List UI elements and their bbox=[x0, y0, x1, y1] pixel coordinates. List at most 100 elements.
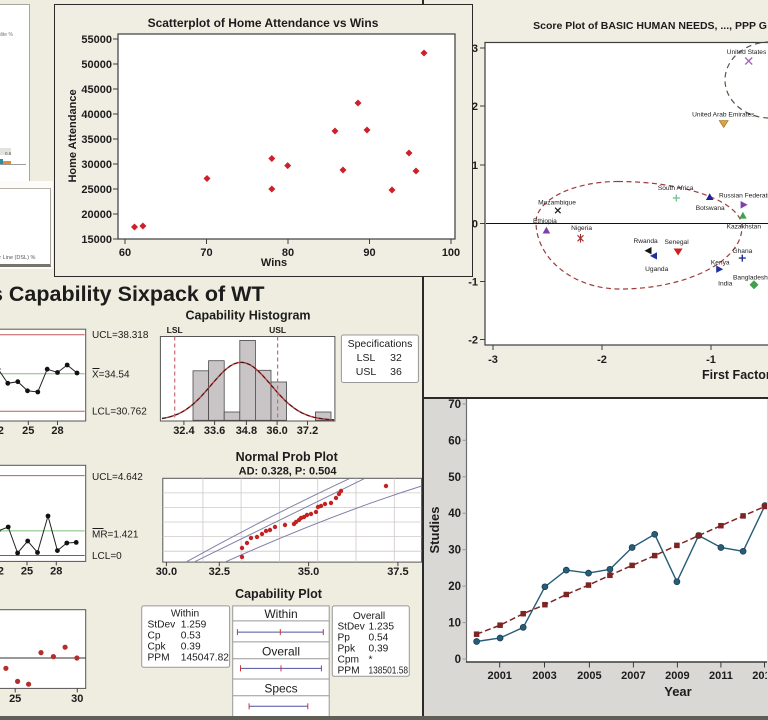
svg-text:Within: Within bbox=[264, 607, 297, 621]
svg-text:-3: -3 bbox=[488, 354, 498, 366]
svg-text:70: 70 bbox=[200, 247, 212, 259]
svg-text:MR=1.421: MR=1.421 bbox=[92, 530, 139, 541]
svg-text:India: India bbox=[718, 281, 733, 288]
svg-text:145047.82: 145047.82 bbox=[181, 653, 229, 664]
svg-text:Mozambique: Mozambique bbox=[538, 200, 576, 207]
svg-text:0.39: 0.39 bbox=[181, 642, 201, 653]
svg-text:80: 80 bbox=[282, 247, 294, 259]
svg-text:1.235: 1.235 bbox=[369, 622, 395, 633]
svg-text:Score Plot of BASIC HUMAN NEED: Score Plot of BASIC HUMAN NEEDS, ..., PP… bbox=[533, 20, 767, 32]
svg-text:22: 22 bbox=[0, 425, 4, 437]
svg-text:0.54: 0.54 bbox=[369, 633, 389, 644]
svg-text:Kazakhstan: Kazakhstan bbox=[727, 223, 762, 230]
svg-text:0: 0 bbox=[472, 219, 478, 231]
svg-text:Home Attendance: Home Attendance bbox=[67, 89, 79, 182]
svg-text:X=34.54: X=34.54 bbox=[92, 370, 130, 381]
svg-text:Specs: Specs bbox=[264, 682, 297, 696]
svg-text:Russian Federati: Russian Federati bbox=[719, 193, 768, 200]
svg-text:South Africa: South Africa bbox=[658, 185, 694, 192]
svg-text:60: 60 bbox=[119, 247, 131, 259]
svg-text:Capability Histogram: Capability Histogram bbox=[185, 309, 310, 323]
svg-text:LSL: LSL bbox=[167, 325, 183, 335]
svg-text:25: 25 bbox=[9, 693, 21, 705]
svg-text:15000: 15000 bbox=[81, 234, 112, 246]
svg-text:Within: Within bbox=[171, 609, 199, 620]
svg-text:40: 40 bbox=[448, 508, 461, 520]
svg-text:Cpm: Cpm bbox=[338, 655, 360, 666]
svg-text:Ppk: Ppk bbox=[338, 644, 356, 655]
svg-text:LSL: LSL bbox=[357, 352, 376, 364]
svg-text:Botswana: Botswana bbox=[696, 205, 725, 212]
svg-text:36.0: 36.0 bbox=[266, 425, 287, 437]
svg-text:Bangladesh: Bangladesh bbox=[733, 275, 768, 282]
svg-text:35000: 35000 bbox=[81, 134, 112, 146]
svg-text:25: 25 bbox=[22, 425, 34, 437]
svg-text:0.39: 0.39 bbox=[369, 644, 389, 655]
svg-text:32.4: 32.4 bbox=[173, 425, 195, 437]
svg-text:10: 10 bbox=[448, 618, 461, 630]
svg-text:138501.58: 138501.58 bbox=[369, 666, 409, 677]
svg-text:70: 70 bbox=[448, 399, 461, 411]
svg-text:2: 2 bbox=[472, 101, 478, 113]
svg-text:40000: 40000 bbox=[81, 109, 112, 121]
svg-text:90: 90 bbox=[363, 247, 375, 259]
svg-text:-2: -2 bbox=[468, 335, 478, 347]
svg-text:2001: 2001 bbox=[487, 670, 511, 682]
svg-text:Ghana: Ghana bbox=[732, 248, 752, 255]
svg-text:StDev: StDev bbox=[338, 622, 365, 633]
svg-text:45000: 45000 bbox=[81, 84, 112, 96]
svg-text:Capability Plot: Capability Plot bbox=[235, 587, 323, 601]
svg-text:28: 28 bbox=[50, 566, 62, 578]
svg-text:Cpk: Cpk bbox=[148, 642, 167, 653]
svg-text:PPM: PPM bbox=[148, 653, 170, 664]
svg-text:Specifications: Specifications bbox=[348, 338, 413, 350]
svg-text:StDev: StDev bbox=[148, 620, 177, 631]
svg-text:2007: 2007 bbox=[621, 670, 645, 682]
svg-text:0.53: 0.53 bbox=[181, 631, 201, 642]
svg-text:35.0: 35.0 bbox=[298, 566, 319, 578]
svg-text:22: 22 bbox=[0, 566, 4, 578]
svg-text:37.5: 37.5 bbox=[387, 566, 408, 578]
svg-text:Ethiopia: Ethiopia bbox=[533, 218, 557, 225]
svg-text:30: 30 bbox=[71, 693, 83, 705]
svg-text:28: 28 bbox=[51, 425, 63, 437]
svg-text:50000: 50000 bbox=[81, 59, 112, 71]
svg-text:34.8: 34.8 bbox=[236, 425, 257, 437]
svg-text:LCL=30.762: LCL=30.762 bbox=[92, 407, 147, 418]
svg-text:UCL=38.318: UCL=38.318 bbox=[92, 330, 149, 341]
svg-text:30: 30 bbox=[448, 545, 461, 557]
svg-text:AD: 0.328, P: 0.504: AD: 0.328, P: 0.504 bbox=[239, 466, 338, 478]
svg-text:3: 3 bbox=[472, 43, 478, 55]
svg-text:25000: 25000 bbox=[81, 184, 112, 196]
svg-text:32.5: 32.5 bbox=[209, 566, 230, 578]
svg-text:Scatterplot of Home Attendance: Scatterplot of Home Attendance vs Wins bbox=[148, 16, 379, 30]
svg-text:USL: USL bbox=[356, 366, 377, 378]
svg-text:50: 50 bbox=[448, 472, 461, 484]
svg-text:2003: 2003 bbox=[532, 670, 556, 682]
svg-text:2009: 2009 bbox=[665, 670, 689, 682]
svg-text:*: * bbox=[369, 655, 373, 666]
svg-text:Rwanda: Rwanda bbox=[633, 238, 658, 245]
svg-text:Cp: Cp bbox=[148, 631, 161, 642]
svg-text:United States: United States bbox=[727, 49, 767, 56]
svg-text:Uganda: Uganda bbox=[645, 266, 668, 273]
svg-text:USL: USL bbox=[269, 325, 286, 335]
svg-text:Overall: Overall bbox=[262, 644, 300, 658]
svg-text:20: 20 bbox=[448, 581, 461, 593]
svg-text:Wins: Wins bbox=[261, 257, 287, 269]
svg-text:Overall: Overall bbox=[353, 611, 385, 622]
svg-text:Kenya: Kenya bbox=[711, 259, 730, 266]
svg-text:25: 25 bbox=[21, 566, 33, 578]
svg-text:1.259: 1.259 bbox=[181, 620, 207, 631]
svg-text:2005: 2005 bbox=[577, 670, 601, 682]
svg-text:32: 32 bbox=[390, 352, 402, 364]
svg-text:36: 36 bbox=[390, 366, 402, 378]
svg-text:60: 60 bbox=[448, 435, 461, 447]
svg-text:30000: 30000 bbox=[81, 159, 112, 171]
svg-text:Normal Prob Plot: Normal Prob Plot bbox=[236, 450, 339, 464]
svg-text:2013: 2013 bbox=[752, 670, 767, 682]
svg-text:Nigeria: Nigeria bbox=[571, 225, 592, 232]
svg-text:-1: -1 bbox=[706, 354, 716, 366]
svg-text:PPM: PPM bbox=[338, 666, 360, 677]
svg-text:30.0: 30.0 bbox=[156, 566, 177, 578]
